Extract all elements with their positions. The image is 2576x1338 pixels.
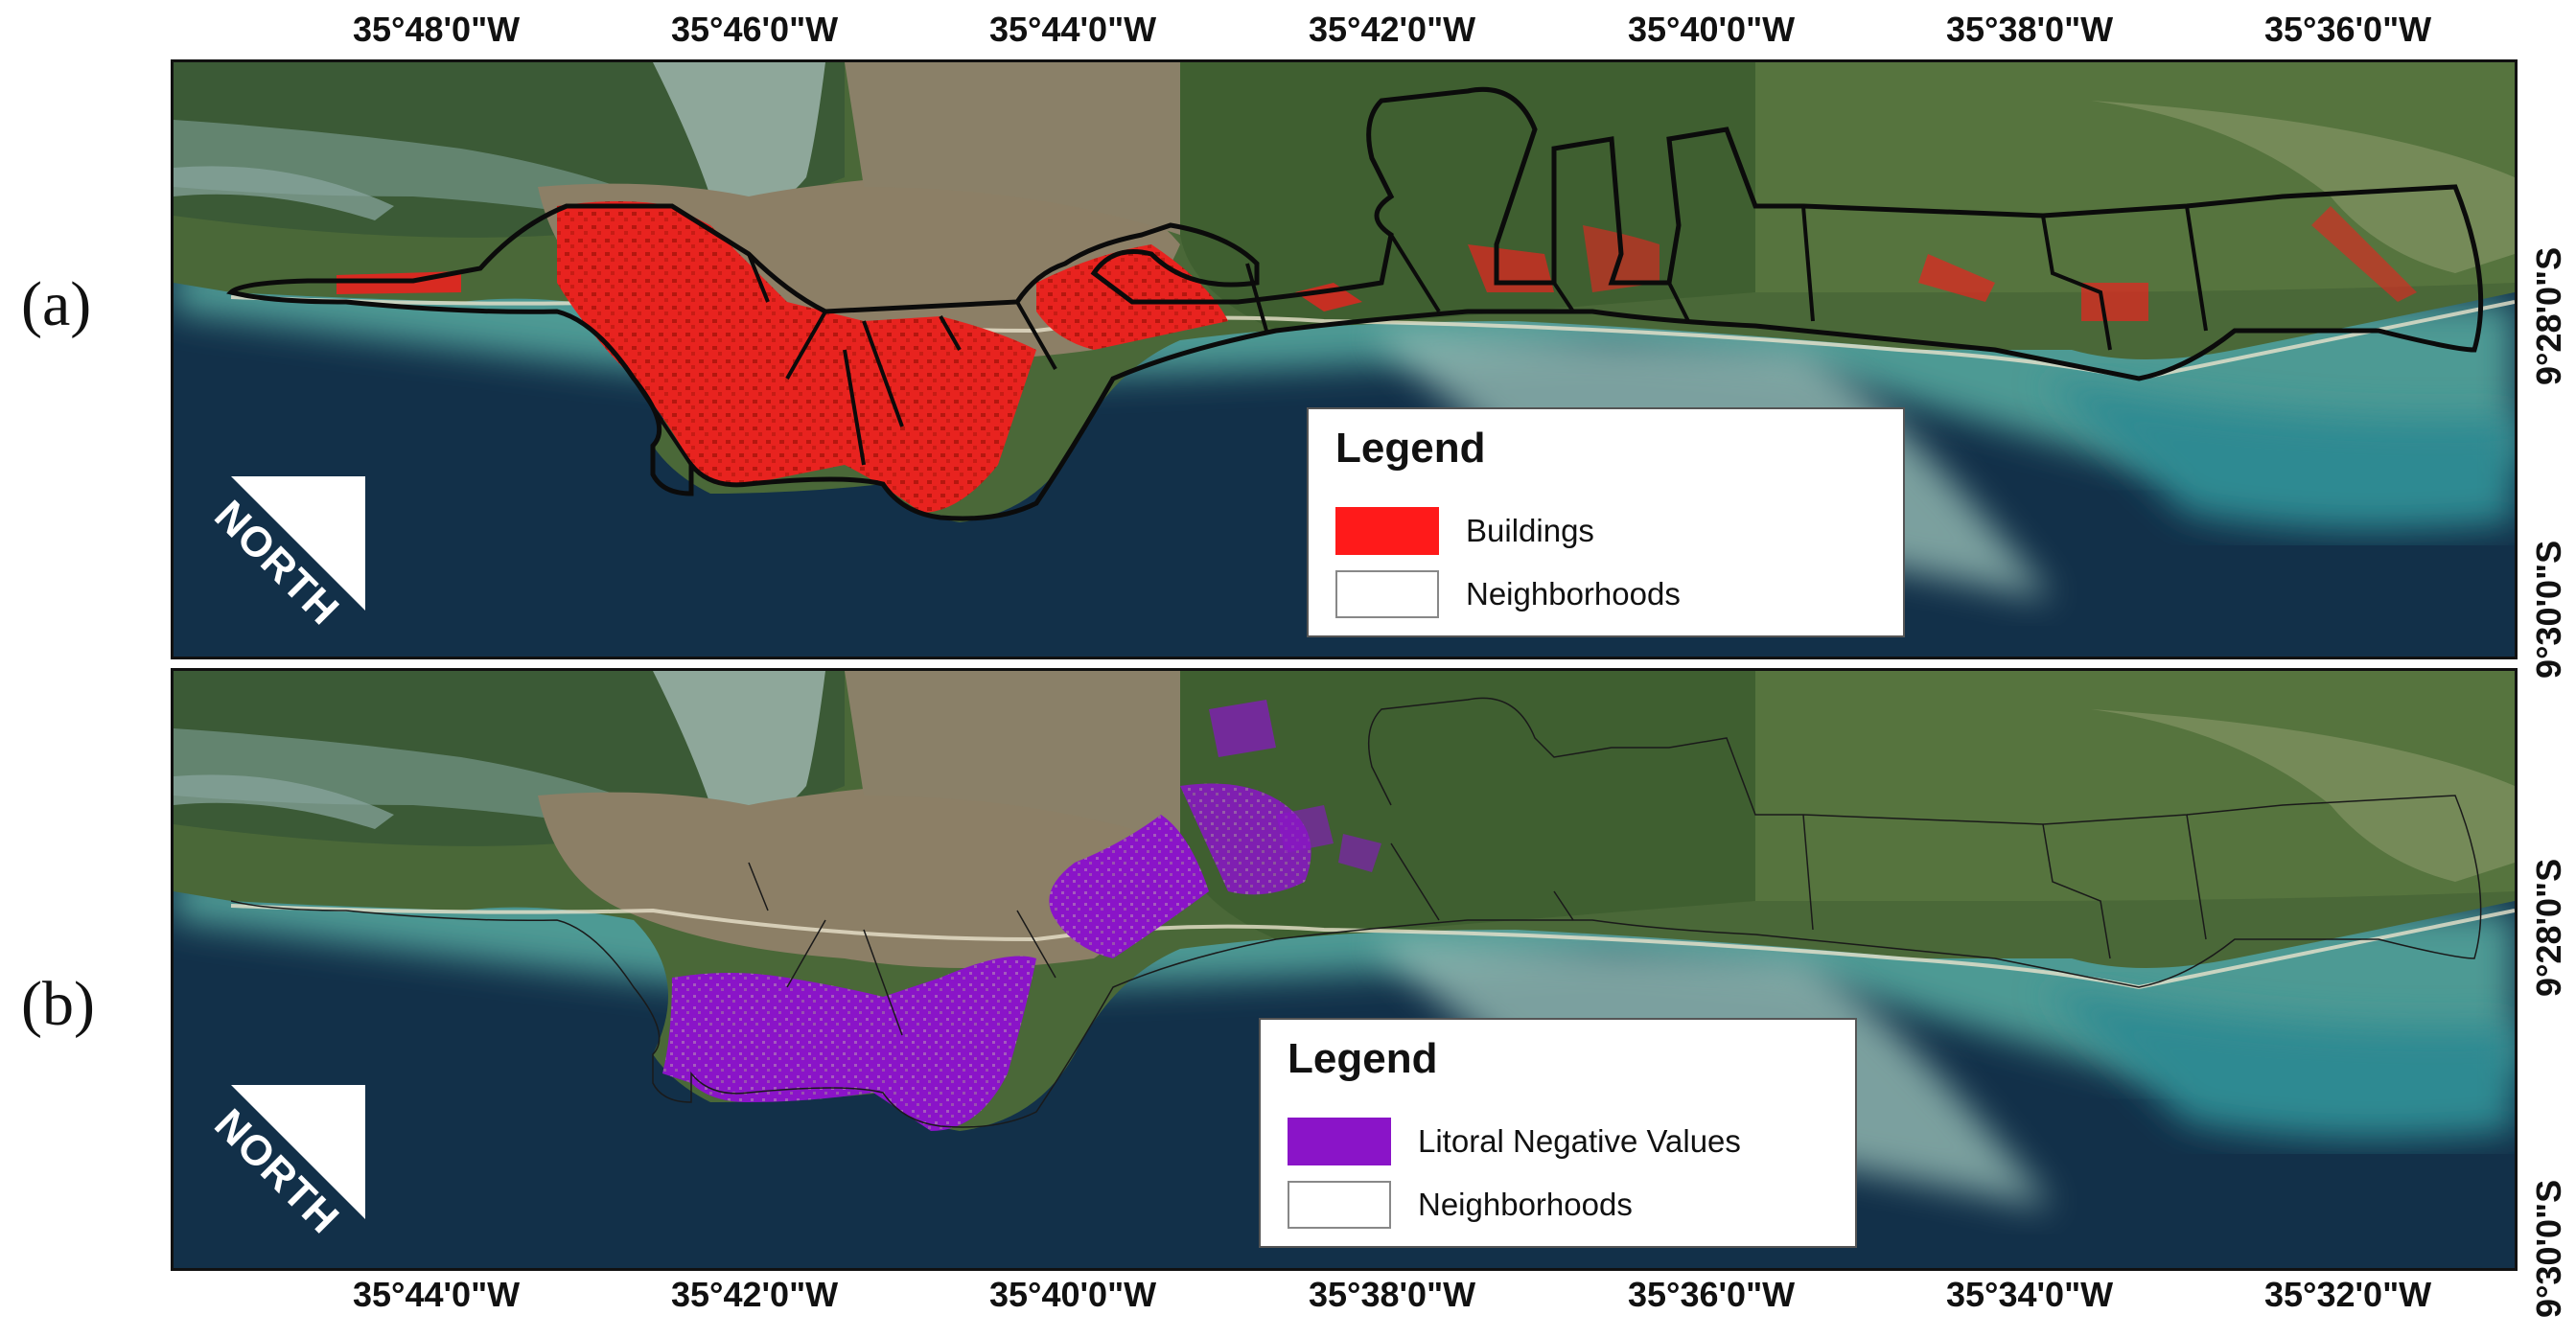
latitude-label-b: 9°30'0"S (2529, 1179, 2568, 1318)
longitude-label-top: 35°44'0"W (989, 10, 1157, 49)
longitude-label-top: 35°38'0"W (1946, 10, 2114, 49)
north-arrow-icon (231, 476, 365, 611)
panel-b-label: (b) (21, 969, 95, 1039)
longitude-label-bottom: 35°36'0"W (1628, 1275, 1796, 1314)
map-panel-b: NORTH Legend Litoral Negative Values Nei… (171, 668, 2518, 1271)
longitude-label-bottom: 35°34'0"W (1946, 1275, 2114, 1314)
legend-swatch-neighborhoods (1288, 1181, 1391, 1229)
legend-label-buildings: Buildings (1466, 513, 1594, 548)
longitude-label-bottom: 35°42'0"W (671, 1275, 839, 1314)
longitude-label-top: 35°40'0"W (1628, 10, 1796, 49)
legend-label-neighborhoods: Neighborhoods (1418, 1187, 1633, 1222)
map-panel-a: NORTH Legend Buildings Neighborhoods (171, 59, 2518, 659)
longitude-label-bottom: 35°44'0"W (353, 1275, 521, 1314)
satellite-map-b (174, 671, 2515, 1268)
legend-b: Legend Litoral Negative Values Neighborh… (1259, 1018, 1857, 1248)
longitude-label-top: 35°46'0"W (671, 10, 839, 49)
longitude-label-bottom: 35°38'0"W (1309, 1275, 1476, 1314)
legend-swatch-buildings (1335, 507, 1439, 555)
longitude-label-bottom: 35°32'0"W (2264, 1275, 2432, 1314)
legend-swatch-litoral-negative-values (1288, 1118, 1391, 1165)
north-arrow-icon (231, 1085, 365, 1219)
latitude-label-a: 9°30'0"S (2529, 540, 2568, 679)
latitude-label-a: 9°28'0"S (2529, 246, 2568, 385)
north-arrow-a: NORTH (202, 465, 375, 637)
panel-a-label: (a) (21, 269, 92, 339)
legend-title: Legend (1335, 425, 1486, 472)
legend-a: Legend Buildings Neighborhoods (1307, 407, 1905, 637)
legend-title: Legend (1288, 1035, 1438, 1082)
legend-swatch-neighborhoods (1335, 570, 1439, 618)
longitude-label-top: 35°36'0"W (2264, 10, 2432, 49)
satellite-map-a (174, 62, 2515, 657)
longitude-label-bottom: 35°40'0"W (989, 1275, 1157, 1314)
legend-label-neighborhoods: Neighborhoods (1466, 576, 1681, 611)
longitude-label-top: 35°48'0"W (353, 10, 521, 49)
legend-label-litoral-negative-values: Litoral Negative Values (1418, 1123, 1741, 1159)
longitude-label-top: 35°42'0"W (1309, 10, 1476, 49)
latitude-label-b: 9°28'0"S (2529, 858, 2568, 997)
north-arrow-b: NORTH (202, 1073, 375, 1246)
